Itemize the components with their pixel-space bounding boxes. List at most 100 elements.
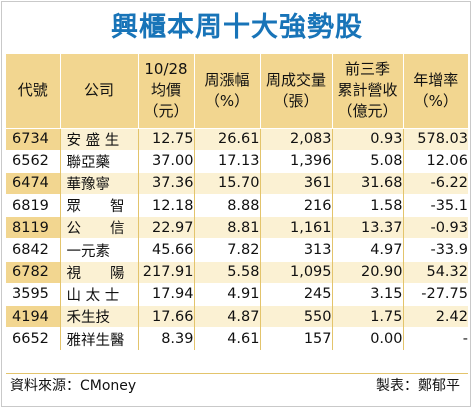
growth-cell: -33.9 (402, 238, 468, 262)
revenue-cell: 31.68 (331, 171, 403, 195)
table-row: 6562 聯亞藥 37.00 17.13 1,396 5.08 12.06 (6, 149, 468, 173)
revenue-cell: 0.93 (331, 127, 403, 151)
change-cell: 5.58 (193, 260, 260, 284)
revenue-cell: 3.15 (331, 282, 403, 306)
header-line: 代號 (17, 81, 48, 100)
revenue-cell: 5.08 (331, 149, 403, 173)
revenue-cell: 0.00 (331, 327, 403, 350)
company-cell: 眾 智 (59, 194, 138, 217)
header-yoy-growth: 年增率 （%） (402, 54, 468, 128)
company-cell: 視 陽 (59, 260, 138, 284)
growth-cell: -35.1 (402, 194, 468, 217)
change-cell: 4.91 (193, 282, 260, 306)
price-cell: 37.00 (137, 149, 194, 173)
header-line: （張） (273, 91, 319, 110)
header-revenue: 前三季累計營收 （億元） (331, 54, 403, 128)
price-cell: 8.39 (137, 327, 194, 350)
header-price: 10/28 均價 （元） (137, 54, 194, 128)
company-cell: 禾生技 (59, 304, 138, 328)
revenue-cell: 20.90 (331, 260, 403, 284)
header-line: 前三季 (344, 60, 390, 79)
header-line: 周漲幅 (204, 70, 250, 89)
company-cell: 公 信 (59, 216, 138, 239)
price-cell: 12.75 (137, 127, 194, 151)
header-line: （元） (143, 102, 189, 121)
price-cell: 22.97 (137, 216, 194, 239)
volume-cell: 216 (259, 194, 332, 217)
growth-cell: 2.42 (402, 304, 468, 328)
growth-cell: -0.93 (402, 216, 468, 239)
company-cell: 山 太 士 (59, 282, 138, 306)
price-cell: 37.36 (137, 171, 194, 195)
header-line: 周成交量 (265, 70, 326, 89)
code-cell: 6734 (6, 127, 60, 151)
volume-cell: 245 (259, 282, 332, 306)
table-row: 4194 禾生技 17.66 4.87 550 1.75 2.42 (6, 304, 468, 328)
header-weekly-volume: 周成交量 （張） (259, 54, 332, 128)
header-line: 累計營收 (337, 81, 398, 100)
table-row: 6734 安 盛 生 12.75 26.61 2,083 0.93 578.03 (6, 127, 468, 151)
company-cell: 一元素 (59, 238, 138, 262)
volume-cell: 361 (259, 171, 332, 195)
volume-cell: 1,161 (259, 216, 332, 239)
maker-note: 製表：鄭郁平 (376, 378, 460, 394)
source-note: 資料來源：CMoney (10, 378, 137, 394)
growth-cell: - (402, 327, 468, 350)
header-line: （%） (204, 91, 250, 110)
table-row: 6652 雅祥生醫 8.39 4.61 157 0.00- (6, 327, 468, 350)
header-line: 年增率 (413, 70, 459, 89)
growth-cell: -27.75 (402, 282, 468, 306)
table-row: 6819 眾 智 12.18 8.88 216 1.58 -35.1 (6, 194, 468, 217)
growth-cell: -6.22 (402, 171, 468, 195)
company-cell: 雅祥生醫 (59, 327, 138, 350)
header-line: 10/28 (144, 60, 188, 79)
table-row: 8119 公 信 22.97 8.81 1,161 13.37 -0.93 (6, 216, 468, 239)
company-cell: 華豫寧 (59, 171, 138, 195)
price-cell: 17.94 (137, 282, 194, 306)
header-line: 公司 (83, 81, 114, 100)
header-line: （%） (413, 91, 458, 110)
code-cell: 6562 (6, 149, 60, 173)
header-code: 代號 (6, 54, 60, 128)
header-line: （億元） (337, 102, 398, 121)
change-cell: 8.81 (193, 216, 260, 239)
volume-cell: 313 (259, 238, 332, 262)
change-cell: 26.61 (193, 127, 260, 151)
growth-cell: 578.03 (402, 127, 468, 151)
stocks-table: 代號 公司 10/28 均價 （元） 周漲幅 （%） 周成交量 （張） 前三季 累計營收 （億元） 年增… (6, 54, 468, 350)
code-cell: 3595 (6, 282, 60, 306)
change-cell: 4.61 (193, 327, 260, 350)
price-cell: 45.66 (137, 238, 194, 262)
page-title: 興櫃本周十大強勢股 (111, 12, 363, 43)
table-footer: 資料來源：CMoney 製表：鄭郁平 (6, 373, 468, 398)
price-cell: 12.18 (137, 194, 194, 217)
table-body: 6734 安 盛 生 12.75 26.61 2,083 0.93 578.03 6562 聯亞… (6, 127, 468, 350)
header-weekly-change: 周漲幅 （%） (193, 54, 260, 128)
change-cell: 15.70 (193, 171, 260, 195)
volume-cell: 550 (259, 304, 332, 328)
code-cell: 6842 (6, 238, 60, 262)
growth-cell: 54.32 (402, 260, 468, 284)
company-cell: 聯亞藥 (59, 149, 138, 173)
volume-cell: 157 (259, 327, 332, 350)
header-company: 公司 (59, 54, 138, 128)
volume-cell: 1,396 (259, 149, 332, 173)
table-row: 6782 視 陽 217.91 5.58 1,095 20.90 54.32 (6, 260, 468, 284)
price-cell: 217.91 (137, 260, 194, 284)
table-row: 6474 華豫寧 37.36 15.70 361 31.68 -6.22 (6, 171, 468, 195)
change-cell: 17.13 (193, 149, 260, 173)
table-header-row: 代號 公司 10/28 均價 （元） 周漲幅 （%） 周成交量 （張） 前三季 累計營收 （億元） 年增… (6, 54, 468, 128)
header-line: 均價 (150, 81, 181, 100)
revenue-cell: 1.75 (331, 304, 403, 328)
volume-cell: 2,083 (259, 127, 332, 151)
table-row: 6842 一元素 45.66 7.82 313 4.97 -33.9 (6, 238, 468, 262)
company-cell: 安 盛 生 (59, 127, 138, 151)
price-cell: 17.66 (137, 304, 194, 328)
code-cell: 8119 (6, 216, 60, 239)
change-cell: 8.88 (193, 194, 260, 217)
revenue-cell: 13.37 (331, 216, 403, 239)
volume-cell: 1,095 (259, 260, 332, 284)
growth-cell: 12.06 (402, 149, 468, 173)
change-cell: 7.82 (193, 238, 260, 262)
revenue-cell: 4.97 (331, 238, 403, 262)
